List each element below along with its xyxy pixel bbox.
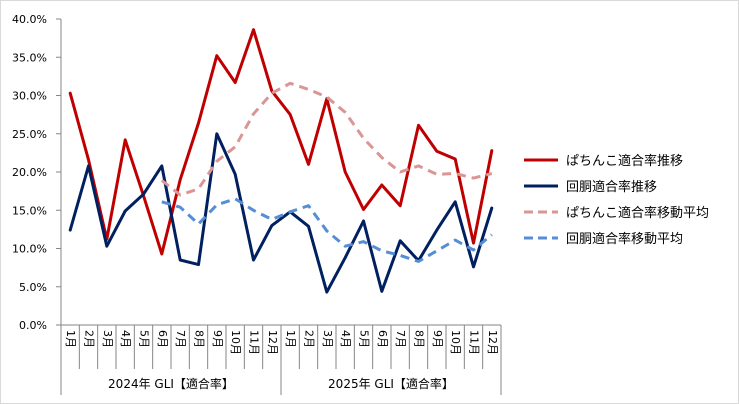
- x-tick-label: 9月: [431, 330, 444, 348]
- y-tick-label: 25.0%: [12, 128, 47, 141]
- legend-label-3: ぱちんこ適合率移動平均: [566, 205, 709, 221]
- x-tick-label: 2月: [83, 330, 96, 348]
- x-tick-label: 10月: [229, 330, 242, 355]
- y-tick-label: 5.0%: [19, 281, 47, 294]
- y-tick-label: 30.0%: [12, 90, 47, 103]
- x-tick-label: 4月: [339, 330, 352, 348]
- series-line-1: [68, 28, 494, 256]
- y-tick-label: 0.0%: [19, 319, 47, 332]
- x-group-label: 2025年 GLI【適合率】: [328, 376, 454, 391]
- legend-label-1: ぱちんこ適合率推移: [566, 153, 683, 169]
- legend-label-4: 回胴適合率移動平均: [566, 231, 683, 247]
- x-tick-label: 7月: [394, 330, 407, 348]
- x-tick-label: 7月: [174, 330, 187, 348]
- x-tick-label: 6月: [156, 330, 169, 348]
- x-tick-label: 8月: [413, 330, 426, 348]
- x-tick-label: 4月: [119, 330, 132, 348]
- x-group-label: 2024年 GLI【適合率】: [108, 376, 234, 391]
- x-tick-label: 12月: [486, 330, 499, 355]
- series-line-3: [160, 81, 493, 197]
- x-tick-label: 5月: [138, 330, 151, 348]
- x-tick-label: 2月: [303, 330, 316, 348]
- x-tick-label: 12月: [266, 330, 279, 355]
- y-tick-label: 40.0%: [12, 13, 47, 26]
- x-tick-label: 6月: [376, 330, 389, 348]
- y-tick-label: 15.0%: [12, 204, 47, 217]
- y-tick-label: 10.0%: [12, 243, 47, 256]
- x-tick-label: 8月: [193, 330, 206, 348]
- y-tick-label: 35.0%: [12, 51, 47, 64]
- x-tick-label: 3月: [101, 330, 114, 348]
- x-tick-label: 11月: [468, 330, 481, 355]
- x-tick-label: 10月: [449, 330, 462, 355]
- x-tick-label: 3月: [321, 330, 334, 348]
- x-tick-label: 1月: [284, 330, 297, 348]
- legend-label-2: 回胴適合率推移: [566, 179, 657, 195]
- x-tick-label: 9月: [211, 330, 224, 348]
- y-tick-label: 20.0%: [12, 166, 47, 179]
- x-tick-label: 5月: [358, 330, 371, 348]
- x-tick-label: 1月: [64, 330, 77, 348]
- series-line-4: [161, 197, 493, 263]
- x-tick-label: 11月: [248, 330, 261, 355]
- series-line-2: [68, 132, 494, 294]
